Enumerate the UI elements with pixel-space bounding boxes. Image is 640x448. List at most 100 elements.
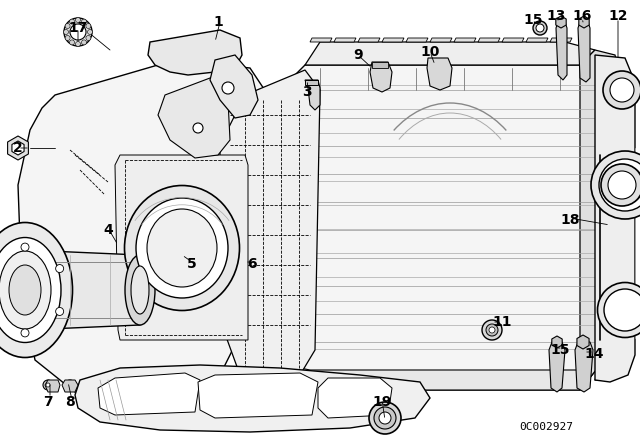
Text: 2: 2 bbox=[13, 141, 23, 155]
Text: 12: 12 bbox=[608, 9, 628, 23]
Circle shape bbox=[533, 21, 547, 35]
Circle shape bbox=[81, 40, 86, 45]
Circle shape bbox=[86, 23, 91, 29]
Ellipse shape bbox=[604, 289, 640, 331]
Circle shape bbox=[21, 329, 29, 337]
Polygon shape bbox=[210, 55, 258, 118]
Polygon shape bbox=[98, 373, 200, 415]
Circle shape bbox=[88, 30, 93, 34]
Polygon shape bbox=[526, 38, 548, 42]
Polygon shape bbox=[198, 373, 318, 418]
Text: 10: 10 bbox=[420, 45, 440, 59]
Circle shape bbox=[374, 407, 396, 429]
Text: 15: 15 bbox=[550, 343, 570, 357]
Ellipse shape bbox=[0, 251, 51, 329]
Circle shape bbox=[369, 402, 401, 434]
Polygon shape bbox=[305, 42, 595, 65]
Polygon shape bbox=[220, 70, 320, 375]
Text: 17: 17 bbox=[68, 21, 88, 35]
Ellipse shape bbox=[0, 223, 72, 358]
Circle shape bbox=[70, 24, 86, 40]
Polygon shape bbox=[550, 38, 572, 42]
Circle shape bbox=[486, 324, 498, 336]
Text: 11: 11 bbox=[492, 315, 512, 329]
Text: 13: 13 bbox=[547, 9, 566, 23]
Polygon shape bbox=[25, 250, 145, 330]
Polygon shape bbox=[334, 38, 356, 42]
Circle shape bbox=[489, 327, 495, 333]
Ellipse shape bbox=[606, 166, 640, 204]
Circle shape bbox=[21, 243, 29, 251]
Text: 4: 4 bbox=[103, 223, 113, 237]
Polygon shape bbox=[595, 55, 635, 382]
Polygon shape bbox=[575, 342, 593, 392]
Circle shape bbox=[43, 380, 53, 390]
Circle shape bbox=[63, 30, 68, 34]
Circle shape bbox=[76, 17, 81, 22]
Ellipse shape bbox=[0, 237, 61, 343]
Polygon shape bbox=[370, 62, 392, 92]
Text: 0C002927: 0C002927 bbox=[519, 422, 573, 432]
Polygon shape bbox=[115, 155, 248, 340]
Circle shape bbox=[86, 35, 91, 40]
Polygon shape bbox=[285, 365, 600, 390]
Circle shape bbox=[379, 412, 391, 424]
Circle shape bbox=[56, 307, 63, 315]
Circle shape bbox=[482, 320, 502, 340]
Circle shape bbox=[65, 380, 75, 390]
Circle shape bbox=[46, 383, 50, 387]
Text: 5: 5 bbox=[187, 257, 197, 271]
Circle shape bbox=[536, 24, 544, 32]
Polygon shape bbox=[45, 380, 60, 392]
Polygon shape bbox=[148, 30, 242, 75]
Polygon shape bbox=[305, 80, 318, 85]
Circle shape bbox=[64, 18, 92, 46]
Polygon shape bbox=[280, 65, 600, 390]
Polygon shape bbox=[430, 38, 452, 42]
Circle shape bbox=[65, 23, 70, 29]
Polygon shape bbox=[358, 38, 380, 42]
Polygon shape bbox=[549, 342, 565, 392]
Polygon shape bbox=[578, 22, 590, 82]
Circle shape bbox=[81, 19, 86, 24]
Polygon shape bbox=[318, 378, 392, 418]
Ellipse shape bbox=[601, 164, 640, 206]
Polygon shape bbox=[454, 38, 476, 42]
Polygon shape bbox=[18, 60, 268, 398]
Text: 14: 14 bbox=[584, 347, 604, 361]
Ellipse shape bbox=[9, 265, 41, 315]
Text: 1: 1 bbox=[213, 15, 223, 29]
Ellipse shape bbox=[131, 266, 149, 314]
Ellipse shape bbox=[125, 255, 155, 325]
Polygon shape bbox=[580, 50, 620, 390]
Text: 16: 16 bbox=[572, 9, 592, 23]
Text: 19: 19 bbox=[372, 395, 392, 409]
Polygon shape bbox=[502, 38, 524, 42]
Ellipse shape bbox=[599, 159, 640, 211]
Polygon shape bbox=[478, 38, 500, 42]
Ellipse shape bbox=[147, 209, 217, 287]
Circle shape bbox=[76, 42, 81, 47]
Ellipse shape bbox=[603, 71, 640, 109]
Polygon shape bbox=[372, 62, 388, 68]
Polygon shape bbox=[382, 38, 404, 42]
Text: 8: 8 bbox=[65, 395, 75, 409]
Polygon shape bbox=[406, 38, 428, 42]
Text: 15: 15 bbox=[524, 13, 543, 27]
Text: 9: 9 bbox=[353, 48, 363, 62]
Circle shape bbox=[193, 123, 203, 133]
Circle shape bbox=[222, 82, 234, 94]
Text: 7: 7 bbox=[43, 395, 53, 409]
Polygon shape bbox=[305, 80, 320, 110]
Ellipse shape bbox=[591, 151, 640, 219]
Ellipse shape bbox=[610, 78, 634, 102]
Polygon shape bbox=[556, 22, 567, 80]
Polygon shape bbox=[158, 78, 230, 158]
Polygon shape bbox=[427, 58, 452, 90]
Text: 3: 3 bbox=[302, 85, 312, 99]
Ellipse shape bbox=[125, 185, 239, 310]
Ellipse shape bbox=[598, 283, 640, 337]
Ellipse shape bbox=[608, 171, 636, 199]
Circle shape bbox=[70, 40, 74, 45]
Circle shape bbox=[70, 19, 74, 24]
